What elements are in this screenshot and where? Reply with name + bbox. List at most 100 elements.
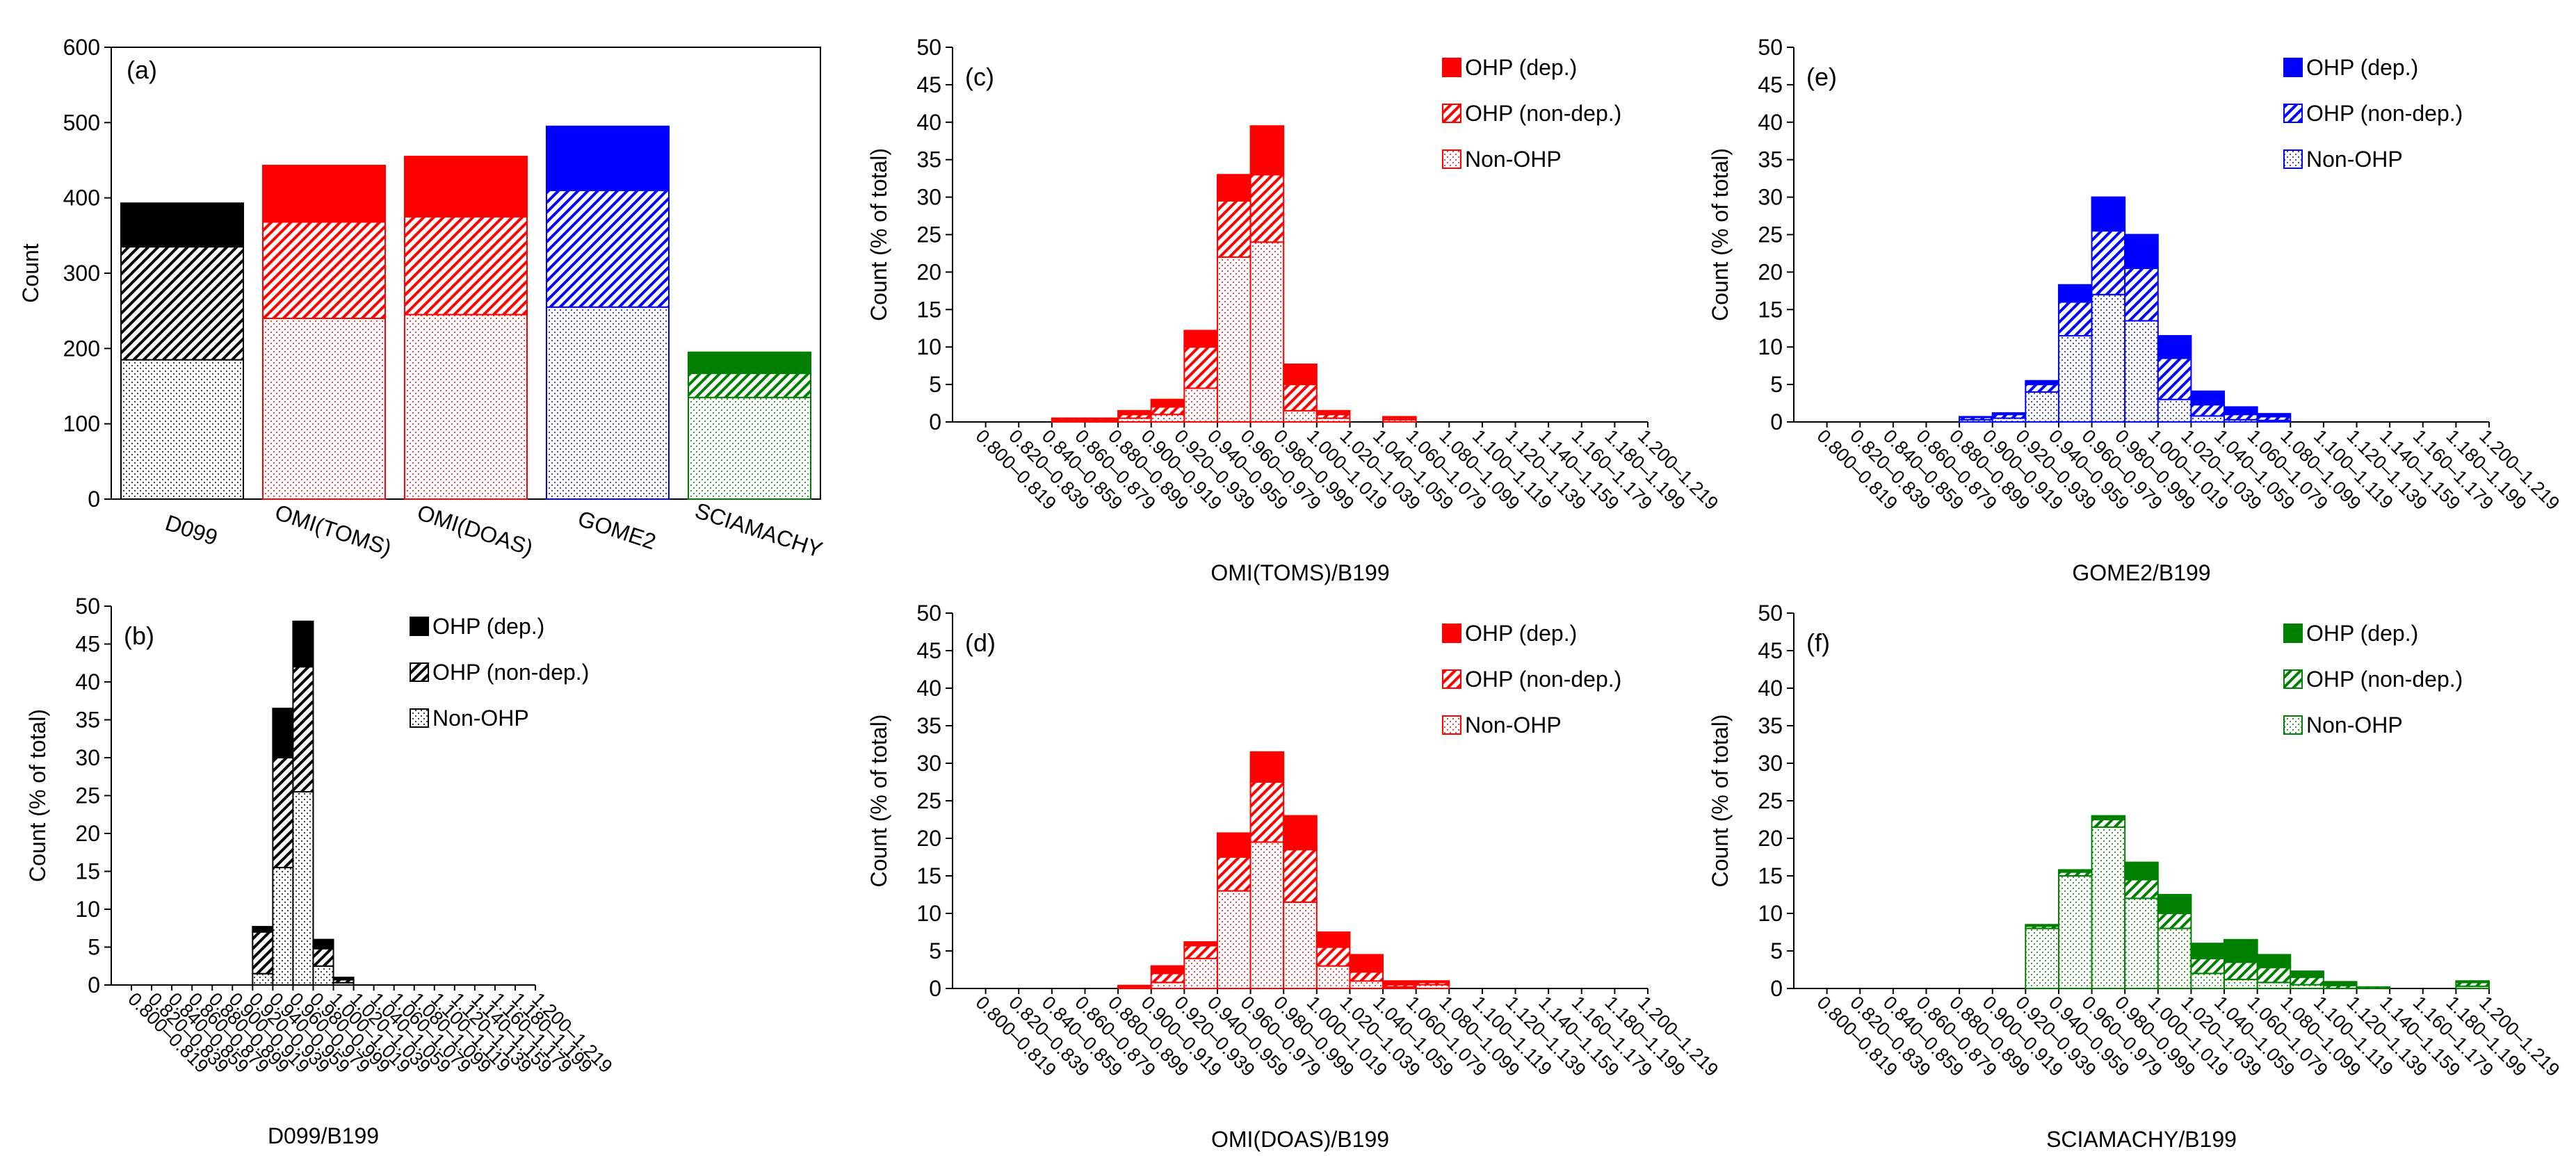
panel-c-bar-ohp-non-dep [1216, 200, 1251, 258]
panel-d-y-tick-label: 45 [916, 638, 941, 663]
panel-e-letter: (e) [1806, 63, 1837, 91]
panel-b-legend-swatch [410, 662, 430, 682]
panel-c-bar-ohp-dep [1249, 125, 1285, 176]
panel-a-category-label: GOME2 [575, 506, 659, 555]
panel-f-bar-non-ohp [2057, 875, 2093, 989]
panel-e-bar-non-ohp [2190, 415, 2226, 423]
panel-f-legend-label: OHP (dep.) [2306, 621, 2418, 646]
panel-c-bar-non-ohp [1216, 256, 1251, 423]
panel-d-y-label: Count (% of total) [866, 715, 891, 888]
panel-e-y-tick-label: 5 [1770, 372, 1783, 397]
panel-d-bar-non-ohp [1349, 980, 1384, 989]
panel-e-bar-non-ohp [2157, 398, 2192, 423]
panel-e-y-tick-label: 0 [1770, 409, 1783, 434]
panel-b-y-tick-label: 5 [88, 935, 100, 960]
panel-f-bar-non-ohp [2025, 927, 2059, 989]
panel-d-bar-ohp-non-dep [1349, 971, 1384, 982]
panel-f-y-tick-label: 15 [1758, 863, 1783, 888]
panel-d-bar-ohp-dep [1415, 980, 1450, 984]
panel-d-bar-ohp-dep [1216, 832, 1251, 858]
panel-e-bar-ohp-dep [2157, 335, 2192, 359]
panel-f-bar-ohp-dep [2455, 980, 2490, 984]
panel-d-bar-non-ohp [1216, 890, 1251, 989]
panel-c-bar-ohp-non-dep [1183, 346, 1218, 389]
panel-a-letter: (a) [127, 56, 157, 84]
panel-a-bar-non-ohp [404, 314, 528, 500]
panel-a-bar-ohp-dep [688, 351, 811, 375]
panel-d-y-tick-label: 0 [929, 976, 941, 1001]
panel-f-legend-swatch [2283, 669, 2303, 689]
panel-a-bar-ohp-dep [120, 202, 244, 248]
panel-e-bar-ohp-non-dep [2157, 357, 2192, 400]
panel-e-bar-ohp-dep [2025, 380, 2059, 386]
panel-e-bar-non-ohp [2057, 335, 2093, 423]
panel-f-bar-non-ohp [2190, 972, 2226, 990]
panel-c-y-tick-label: 45 [916, 72, 941, 97]
panel-d-legend-label: Non-OHP [1465, 713, 1562, 738]
panel-e-bar-non-ohp [2091, 293, 2126, 423]
panel-b-bar-ohp-non-dep [292, 666, 314, 793]
panel-a-bar-non-ohp [120, 359, 244, 500]
panel-f-bar-ohp-non-dep [2091, 819, 2126, 828]
panel-f-bar-ohp-dep [2256, 954, 2292, 968]
panel-d-bar-ohp-non-dep [1150, 972, 1185, 984]
panel-f-y-tick-label: 30 [1758, 751, 1783, 776]
panel-e-legend-swatch [2283, 104, 2303, 123]
panel-d-bar-ohp-dep [1349, 954, 1384, 973]
panel-c-bar-ohp-dep [1382, 416, 1417, 419]
panel-c-legend-swatch [1442, 149, 1461, 169]
panel-c-legend-swatch [1442, 104, 1461, 123]
panel-c-y-label: Count (% of total) [866, 148, 891, 321]
panel-a-category-label: SCIAMACHY [692, 498, 825, 562]
panel-a-y-tick-label: 400 [63, 186, 100, 211]
panel-c-bar-ohp-non-dep [1283, 384, 1318, 412]
panel-f-bar-non-ohp [2091, 826, 2126, 990]
panel-b-legend-label: OHP (non-dep.) [432, 660, 589, 685]
panel-b-legend-swatch [410, 708, 430, 728]
panel-f-legend-label: OHP (non-dep.) [2306, 667, 2463, 692]
panel-b-bar-ohp-non-dep [272, 757, 294, 869]
panel-a-category-label: OMI(TOMS) [272, 500, 394, 561]
panel-a-bar-non-ohp [688, 396, 811, 500]
panel-e-bar-non-ohp [2124, 320, 2159, 423]
panel-f-y-tick-label: 5 [1770, 938, 1783, 963]
panel-c-bar-ohp-dep [1117, 409, 1152, 416]
panel-b-bar-non-ohp [272, 867, 294, 986]
panel-c-bar-ohp-dep [1216, 174, 1251, 202]
panel-d-letter: (d) [965, 628, 996, 657]
panel-d-bar-ohp-dep [1150, 965, 1185, 975]
panel-b-bar-non-ohp [252, 972, 274, 986]
panel-e-x-label: GOME2/B199 [2072, 560, 2210, 585]
panel-e-bar-ohp-dep [2223, 406, 2258, 416]
panel-e-bar-ohp-non-dep [2057, 301, 2093, 337]
panel-e-bar-ohp-non-dep [2124, 268, 2159, 322]
panel-e-y-tick-label: 25 [1758, 222, 1783, 247]
panel-b-y-tick-label: 40 [75, 669, 100, 694]
panel-f-bar-non-ohp [2256, 982, 2292, 989]
panel-e-y-tick-label: 45 [1758, 72, 1783, 97]
panel-e-bar-ohp-dep [1959, 416, 1993, 418]
panel-c-y-tick-label: 5 [929, 372, 941, 397]
panel-d-legend-swatch [1442, 669, 1461, 689]
panel-e-y-tick-label: 20 [1758, 259, 1783, 284]
panel-b-y-tick-label: 0 [88, 972, 100, 998]
panel-f-letter: (f) [1806, 628, 1830, 657]
panel-f-bar-non-ohp [2124, 897, 2159, 990]
panel-b-bar-ohp-dep [272, 708, 294, 759]
panel-f-bar-ohp-dep [2223, 938, 2258, 963]
panel-a-bar-ohp-dep [546, 125, 670, 191]
panel-b-bar-ohp-dep [332, 977, 355, 981]
panel-a-bar-non-ohp [262, 318, 386, 500]
panel-e-y-tick-label: 35 [1758, 147, 1783, 172]
panel-f-bar-ohp-non-dep [2356, 986, 2391, 989]
panel-b-bar-non-ohp [292, 791, 314, 986]
panel-f-bar-ohp-dep [2322, 981, 2358, 986]
panel-d-legend-swatch [1442, 624, 1461, 643]
panel-f-y-tick-label: 20 [1758, 826, 1783, 851]
panel-a-category-label: D099 [162, 510, 220, 551]
panel-c-bar-ohp-non-dep [1249, 174, 1285, 243]
panel-c-y-tick-label: 20 [916, 259, 941, 284]
panel-d-y-tick-label: 30 [916, 751, 941, 776]
panel-b-y-tick-label: 25 [75, 783, 100, 808]
panel-d-bar-ohp-dep [1382, 980, 1417, 986]
